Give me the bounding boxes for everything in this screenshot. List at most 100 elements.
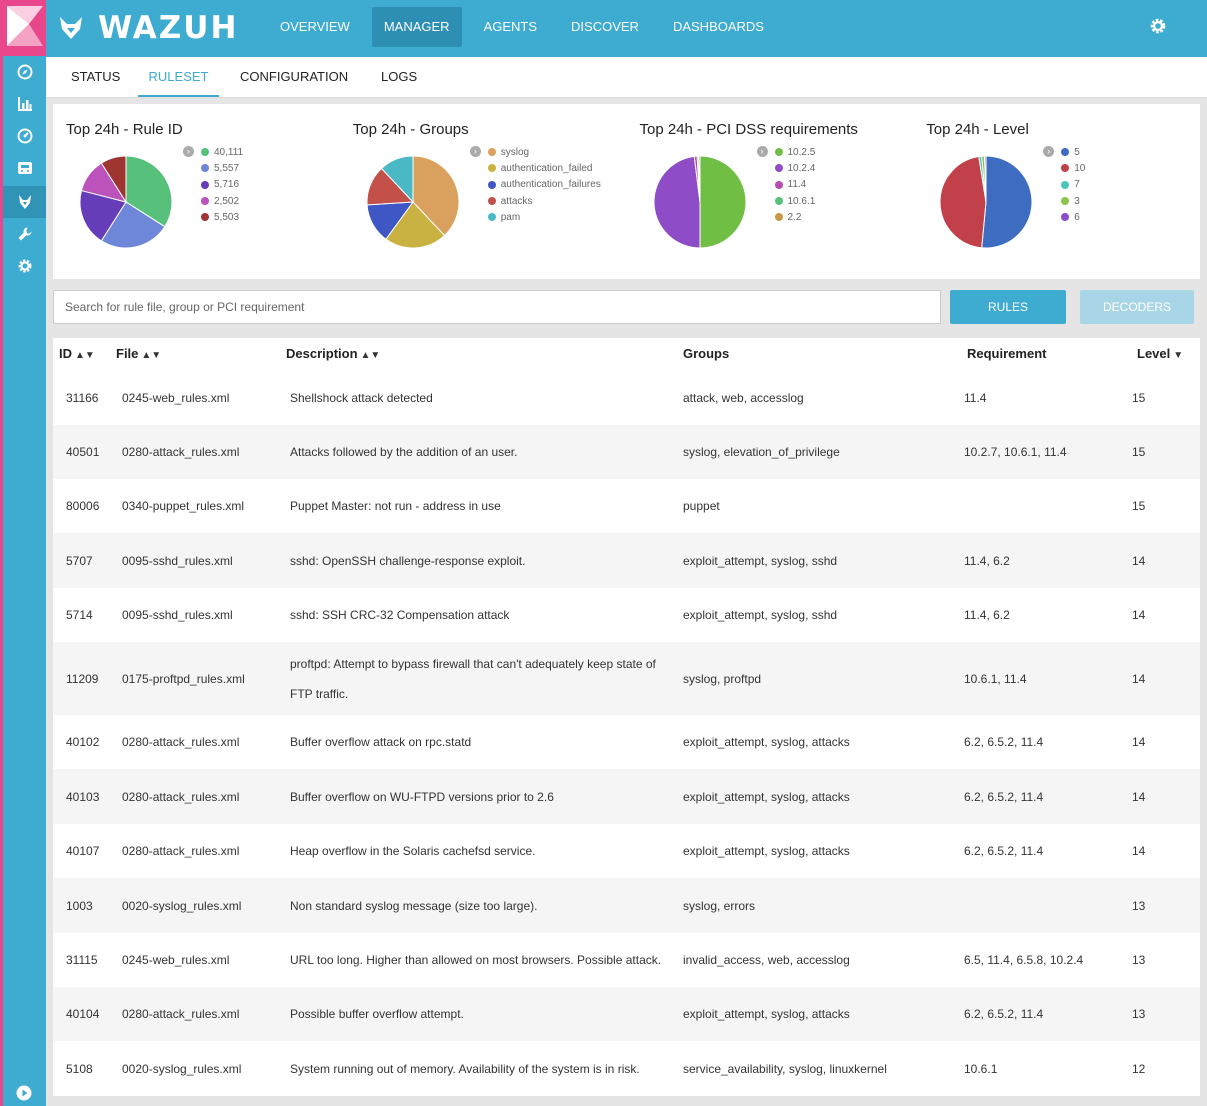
table-row[interactable]: 40104 0280-attack_rules.xml Possible buffe… [53, 987, 1200, 1041]
legend-label: authentication_failed [500, 162, 593, 174]
header-description[interactable]: Description ▲▼ [286, 346, 381, 361]
table-row[interactable]: 11209 0175-proftpd_rules.xml proftpd: Atte… [53, 642, 1200, 715]
bar-chart-icon[interactable] [3, 88, 46, 120]
nav-dashboards[interactable]: DASHBOARDS [672, 19, 764, 34]
cell-description: Buffer overflow attack on rpc.statd [290, 735, 472, 749]
pie-slice[interactable] [939, 155, 987, 249]
tab-logs[interactable]: LOGS [381, 69, 418, 84]
gear-icon[interactable] [3, 250, 46, 282]
table-row[interactable]: 40107 0280-attack_rules.xml Heap overflow … [53, 824, 1200, 878]
kibana-logo[interactable] [3, 0, 46, 56]
rules-button[interactable]: RULES [950, 290, 1066, 324]
header-file[interactable]: File ▲▼ [116, 346, 162, 361]
cell-groups: exploit_attempt, syslog, sshd [683, 608, 838, 622]
legend-toggle-icon[interactable]: › [469, 146, 481, 157]
compass-icon[interactable] [3, 56, 46, 88]
chart-legend: 10.2.5 10.2.4 11.4 10.6.1 2.2 [774, 144, 816, 225]
cell-groups: exploit_attempt, syslog, attacks [683, 735, 850, 749]
legend-item[interactable]: 40,111 [201, 144, 243, 160]
brand[interactable]: WAZUH [58, 10, 238, 46]
legend-item[interactable]: pam [487, 209, 601, 225]
cell-level: 14 [1132, 844, 1146, 858]
table-row[interactable]: 1003 0020-syslog_rules.xml Non standard sy… [53, 878, 1200, 933]
legend-toggle-icon[interactable]: › [1043, 146, 1055, 157]
table-row[interactable]: 5707 0095-sshd_rules.xml sshd: OpenSSH cha… [53, 533, 1200, 588]
legend-item[interactable]: 10.6.1 [774, 193, 816, 209]
table-row[interactable]: 31115 0245-web_rules.xml URL too long. Hig… [53, 933, 1200, 987]
legend-item[interactable]: 10.2.4 [774, 160, 815, 176]
search-input[interactable] [53, 290, 941, 324]
legend-swatch [487, 213, 496, 222]
pie-chart[interactable] [938, 154, 1034, 250]
wrench-icon[interactable] [3, 218, 46, 250]
cell-level: 15 [1132, 499, 1146, 513]
legend-item[interactable]: 5 [1061, 144, 1085, 160]
pie-slice[interactable] [984, 155, 987, 203]
legend-swatch [201, 148, 209, 157]
decoders-button[interactable]: DECODERS [1080, 290, 1194, 324]
pie-slice[interactable] [653, 155, 700, 249]
legend-item[interactable]: 5,716 [201, 177, 243, 193]
table-row[interactable]: 31166 0245-web_rules.xml Shellshock attack… [53, 370, 1200, 425]
settings-gear-icon[interactable] [1149, 17, 1167, 35]
header-level[interactable]: Level ▼ [1137, 346, 1184, 361]
legend-item[interactable]: authentication_failures [487, 177, 601, 193]
table-row[interactable]: 5714 0095-sshd_rules.xml sshd: SSH CRC-32 … [53, 588, 1200, 642]
pie-chart[interactable] [78, 154, 174, 250]
table-row[interactable]: 5108 0020-syslog_rules.xml System running … [53, 1041, 1200, 1096]
table-row[interactable]: 80006 0340-puppet_rules.xml Puppet Master:… [53, 479, 1200, 533]
legend-item[interactable]: attacks [487, 193, 601, 209]
legend-item[interactable]: authentication_failed [487, 160, 601, 176]
legend-item[interactable]: 3 [1061, 193, 1085, 209]
pie-slice[interactable] [699, 155, 746, 249]
legend-label: 10.6.1 [787, 195, 816, 207]
legend-item[interactable]: 5,503 [201, 209, 243, 225]
legend-item[interactable]: 5,557 [201, 160, 243, 176]
table-row[interactable]: 40103 0280-attack_rules.xml Buffer overflo… [53, 769, 1200, 824]
cell-id: 1003 [66, 898, 93, 913]
pie-slice[interactable] [697, 155, 700, 203]
gauge-icon[interactable] [3, 120, 46, 152]
pie-slice[interactable] [100, 201, 166, 249]
cell-file: 0280-attack_rules.xml [122, 844, 240, 858]
pie-slice[interactable] [412, 155, 460, 237]
pie-slice[interactable] [100, 155, 127, 204]
pie-slice[interactable] [385, 201, 445, 249]
legend-item[interactable]: 10 [1061, 160, 1085, 176]
legend-toggle-icon[interactable]: › [183, 146, 194, 157]
pie-slice[interactable] [981, 155, 1033, 249]
table-row[interactable]: 40102 0280-attack_rules.xml Buffer overflo… [53, 715, 1200, 769]
nav-agents[interactable]: AGENTS [483, 19, 538, 34]
legend-label: 40,111 [214, 146, 244, 158]
legend-item[interactable]: 2.2 [774, 209, 816, 225]
pie-chart[interactable] [652, 154, 748, 250]
legend-swatch [774, 197, 783, 206]
table-row[interactable]: 40501 0280-attack_rules.xml Attacks follow… [53, 425, 1200, 479]
wazuh-wolf-icon[interactable] [3, 186, 46, 218]
play-circle-icon[interactable] [16, 1085, 32, 1101]
legend-toggle-icon[interactable]: › [756, 146, 768, 157]
nav-overview[interactable]: OVERVIEW [280, 19, 350, 34]
legend-item[interactable]: 7 [1061, 177, 1085, 193]
pie-slice[interactable] [79, 189, 127, 242]
legend-item[interactable]: 2,502 [201, 193, 243, 209]
tab-status[interactable]: STATUS [71, 69, 121, 84]
cell-requirement: 11.4, 6.2 [964, 553, 1010, 568]
tab-configuration[interactable]: CONFIGURATION [240, 69, 349, 84]
cell-id: 31166 [66, 390, 99, 405]
header-id[interactable]: ID ▲▼ [59, 346, 95, 361]
legend-item[interactable]: 11.4 [774, 177, 816, 193]
cell-groups: syslog, elevation_of_privilege [683, 445, 840, 459]
pie-slice[interactable] [380, 155, 414, 204]
top-nav: OVERVIEW MANAGER AGENTS DISCOVER DASHBOA… [268, 7, 786, 47]
nav-discover[interactable]: DISCOVER [571, 19, 639, 34]
legend-item[interactable]: 10.2.5 [774, 144, 815, 160]
legend-item[interactable]: 6 [1061, 209, 1085, 225]
pie-chart[interactable] [365, 154, 461, 250]
legend-swatch [774, 148, 783, 157]
legend-item[interactable]: syslog [487, 144, 601, 160]
cell-description: Puppet Master: not run - address in use [290, 499, 501, 513]
nav-manager[interactable]: MANAGER [371, 7, 462, 47]
tray-icon[interactable] [3, 152, 46, 184]
tab-ruleset[interactable]: RULESET [138, 57, 219, 97]
